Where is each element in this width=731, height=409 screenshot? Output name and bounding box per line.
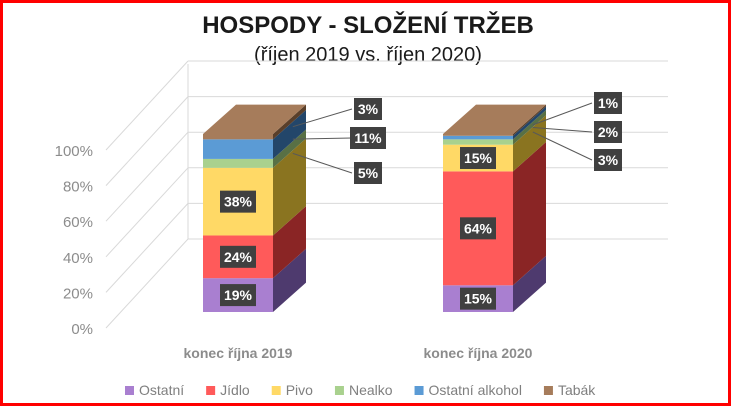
- data-label-box: [594, 121, 622, 143]
- gridline-diagonal: [105, 131, 189, 222]
- y-tick-label: 80%: [63, 179, 93, 196]
- data-label-box: [594, 149, 622, 171]
- chart-title: HOSPODY - SLOŽENÍ TRŽEB: [202, 11, 534, 39]
- y-tick-label: 0%: [71, 321, 93, 338]
- grid-lines: [105, 60, 668, 329]
- bar-segment-side: [273, 104, 306, 140]
- data-label: 3%: [358, 101, 379, 117]
- gridline-diagonal: [105, 167, 189, 258]
- data-label-box: [350, 127, 386, 149]
- bar-top: [203, 104, 306, 134]
- legend-label: Nealko: [349, 382, 393, 398]
- callout-line: [532, 127, 593, 133]
- bar-segment-side: [513, 255, 546, 312]
- data-label: 24%: [224, 249, 253, 265]
- legend-swatch: [543, 386, 553, 395]
- data-label-box: [354, 98, 382, 120]
- data-label-box: [460, 147, 496, 170]
- legend-swatch: [334, 386, 344, 395]
- legend-label: Ostatní alkohol: [429, 382, 522, 398]
- bar-segment: [443, 139, 513, 145]
- data-label: 5%: [358, 165, 379, 181]
- bar-segment-side: [273, 109, 306, 159]
- bar-segment-side: [513, 109, 546, 145]
- legend-label: Tabák: [558, 382, 596, 398]
- callout-line: [292, 137, 353, 140]
- y-tick-label: 60%: [63, 214, 93, 231]
- data-label-box: [460, 287, 496, 310]
- data-label: 64%: [464, 220, 493, 236]
- data-label: 15%: [464, 150, 493, 166]
- x-axis-categories: konec října 2019 konec října 2020: [184, 345, 533, 361]
- callout-line: [532, 131, 593, 161]
- data-label: 2%: [598, 124, 619, 140]
- callout-line: [292, 152, 353, 174]
- data-label: 19%: [224, 287, 253, 303]
- legend-label: Jídlo: [220, 382, 250, 398]
- y-tick-label: 100%: [55, 143, 93, 160]
- x-category-label: konec října 2020: [424, 345, 533, 361]
- gridline-diagonal: [105, 96, 189, 186]
- y-tick-label: 40%: [63, 250, 93, 267]
- bar-top: [443, 104, 546, 134]
- data-label-box: [354, 162, 382, 184]
- data-label: 11%: [354, 130, 382, 146]
- bar-segment-side: [273, 248, 306, 312]
- callout-line: [292, 108, 353, 128]
- data-label-box: [220, 190, 256, 213]
- data-label: 15%: [464, 291, 493, 307]
- gridline-diagonal: [105, 60, 189, 151]
- bar-segment: [443, 134, 513, 136]
- bar-segment: [443, 135, 513, 140]
- legend-label: Pivo: [286, 382, 313, 398]
- bar-segment-side: [513, 142, 546, 286]
- data-label-box: [460, 217, 496, 240]
- data-label-box: [220, 284, 256, 307]
- chart-subtitle: (říjen 2019 vs. říjen 2020): [254, 44, 482, 66]
- bar-segment-side: [513, 115, 546, 172]
- bar-segment: [203, 139, 273, 159]
- bar-segment-side: [513, 104, 546, 136]
- data-label: 38%: [224, 194, 253, 210]
- data-label-box: [594, 92, 622, 114]
- gridline-diagonal: [105, 238, 189, 329]
- x-category-label: konec října 2019: [184, 345, 293, 361]
- data-label-box: [220, 245, 256, 268]
- legend-swatch: [414, 386, 424, 395]
- legend-swatch: [125, 386, 134, 395]
- chart-svg: HOSPODY - SLOŽENÍ TRŽEB (říjen 2019 vs. …: [55, 11, 668, 398]
- data-label: 3%: [598, 152, 619, 168]
- bar-segment-side: [513, 106, 546, 140]
- callout-line: [532, 102, 593, 126]
- bar-segment: [203, 158, 273, 168]
- legend-swatch: [206, 386, 216, 395]
- y-tick-label: 20%: [63, 285, 93, 302]
- bar-segment-side: [273, 206, 306, 279]
- gridline-diagonal: [105, 203, 189, 293]
- legend-label: Ostatní: [139, 382, 184, 398]
- y-axis-ticks: 0% 20% 40% 60% 80% 100%: [55, 143, 93, 338]
- bar-segment: [203, 134, 273, 140]
- legend: Ostatní Jídlo Pivo Nealko Ostatní alkohol Tab…: [125, 382, 596, 398]
- bars: 19% 24% 38% 3% 11% 5% 15% 64% 15% 1% 2% 3%: [203, 92, 622, 312]
- data-label: 1%: [598, 95, 619, 111]
- legend-swatch: [271, 386, 281, 395]
- bar-segment-side: [273, 138, 306, 236]
